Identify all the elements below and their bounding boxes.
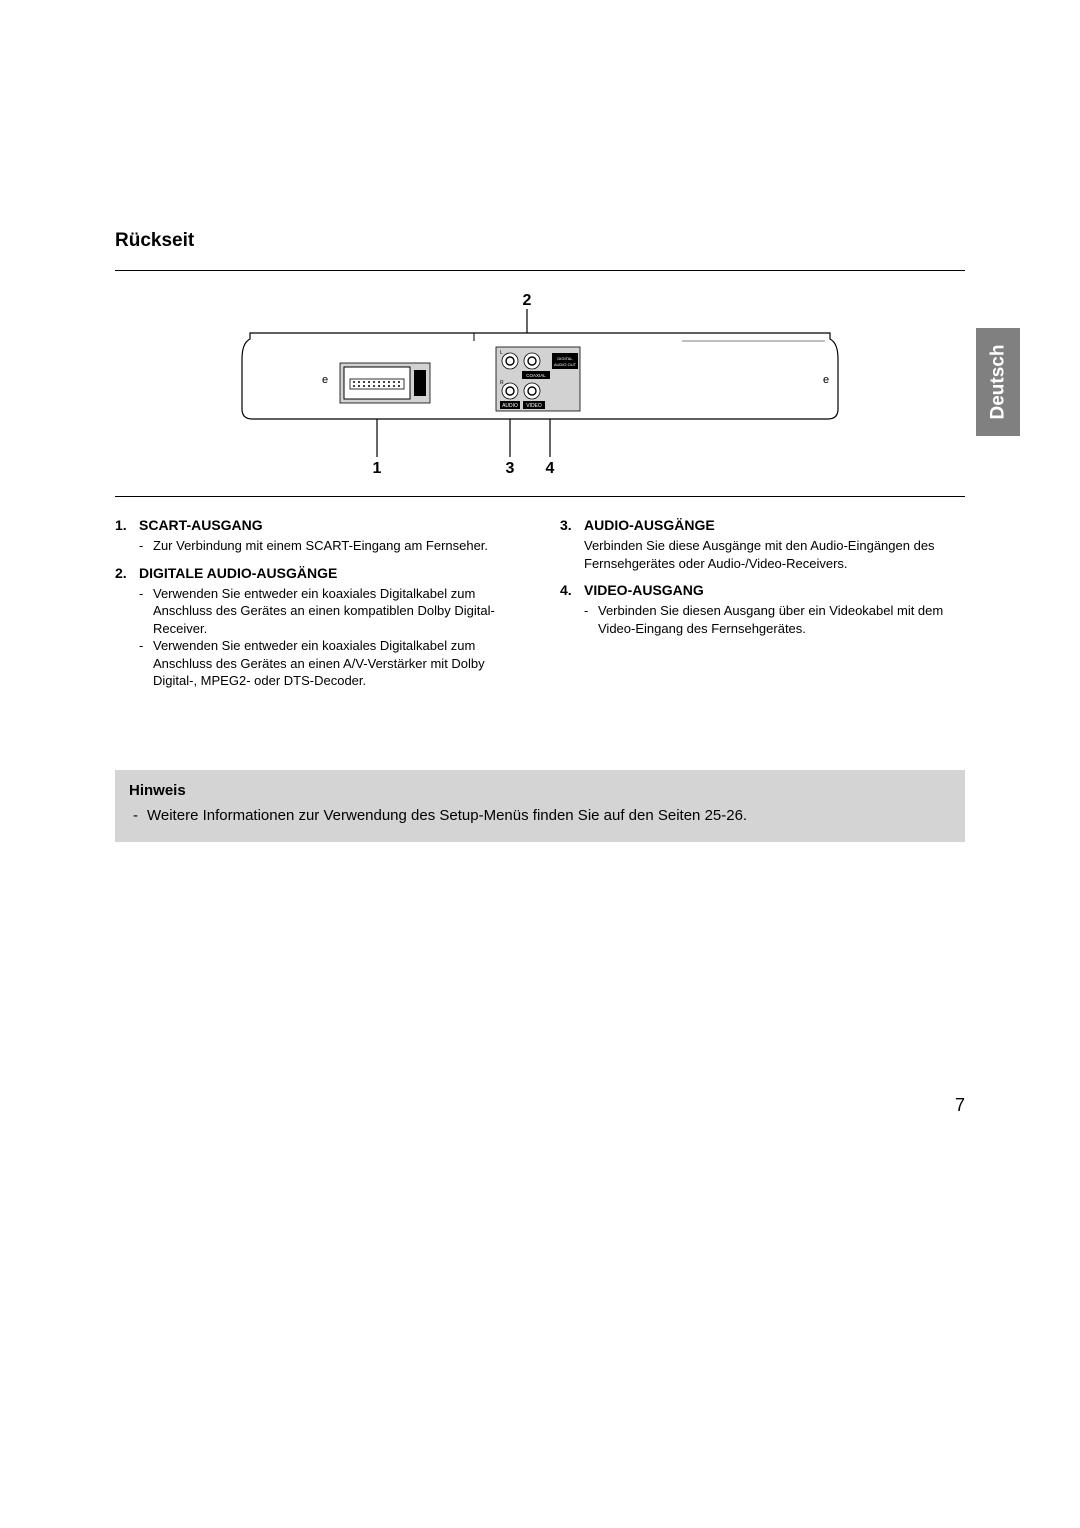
document-page: Rückseit 2 L xyxy=(0,0,1080,842)
item-4-header: 4. VIDEO-AUSGANG xyxy=(560,582,965,598)
item-title: AUDIO-AUSGÄNGE xyxy=(584,517,715,533)
item-3-header: 3. AUDIO-AUSGÄNGE xyxy=(560,517,965,533)
callout-1: 1 xyxy=(373,460,382,477)
item-4-body: -Verbinden Sie diesen Ausgang über ein V… xyxy=(560,602,965,637)
left-column: 1. SCART-AUSGANG -Zur Verbindung mit ein… xyxy=(115,517,520,700)
item-title: DIGITALE AUDIO-AUSGÄNGE xyxy=(139,565,337,581)
item-1-body: -Zur Verbindung mit einem SCART-Eingang … xyxy=(115,537,520,555)
item-number: 1. xyxy=(115,517,139,533)
rule-top xyxy=(115,270,965,271)
item-number: 4. xyxy=(560,582,584,598)
svg-text:COAXIAL: COAXIAL xyxy=(526,373,546,378)
description-columns: 1. SCART-AUSGANG -Zur Verbindung mit ein… xyxy=(115,517,965,700)
svg-text:VIDEO: VIDEO xyxy=(526,403,542,409)
callout-4: 4 xyxy=(546,460,555,477)
callout-3: 3 xyxy=(506,460,515,477)
note-body: - Weitere Informationen zur Verwendung d… xyxy=(129,807,951,824)
svg-text:e: e xyxy=(823,374,829,386)
callout-2: 2 xyxy=(523,292,532,309)
item-1-header: 1. SCART-AUSGANG xyxy=(115,517,520,533)
diagram-svg: 2 L R xyxy=(230,291,850,481)
language-tab: Deutsch xyxy=(976,328,1020,436)
svg-text:L: L xyxy=(500,350,503,356)
page-number: 7 xyxy=(955,1095,965,1116)
item-title: SCART-AUSGANG xyxy=(139,517,263,533)
rule-bottom xyxy=(115,496,965,497)
section-title: Rückseit xyxy=(115,230,965,252)
item-number: 3. xyxy=(560,517,584,533)
item-title: VIDEO-AUSGANG xyxy=(584,582,704,598)
svg-text:AUDIO OUT: AUDIO OUT xyxy=(554,362,577,367)
svg-text:DIGITAL: DIGITAL xyxy=(557,356,573,361)
item-number: 2. xyxy=(115,565,139,581)
svg-text:R: R xyxy=(500,380,504,386)
note-box: Hinweis - Weitere Informationen zur Verw… xyxy=(115,770,965,842)
item-3-body: Verbinden Sie diese Ausgänge mit den Aud… xyxy=(560,537,965,572)
item-2-body: -Verwenden Sie entweder ein koaxiales Di… xyxy=(115,585,520,690)
note-title: Hinweis xyxy=(129,782,951,799)
right-column: 3. AUDIO-AUSGÄNGE Verbinden Sie diese Au… xyxy=(560,517,965,700)
svg-text:AUDIO: AUDIO xyxy=(502,403,518,409)
item-2-header: 2. DIGITALE AUDIO-AUSGÄNGE xyxy=(115,565,520,581)
rear-panel-diagram: 2 L R xyxy=(115,291,965,481)
svg-text:e: e xyxy=(322,374,328,386)
